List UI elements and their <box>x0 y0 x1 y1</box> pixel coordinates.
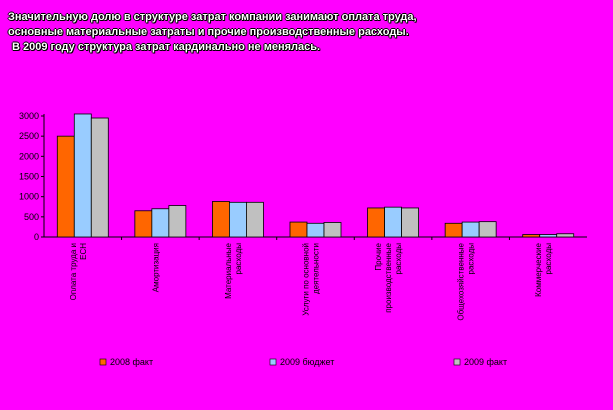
heading-line-2: основные материальные затраты и прочие п… <box>8 26 409 38</box>
x-category-line: Амортизация <box>151 243 160 292</box>
bar <box>539 234 558 238</box>
x-category-line: расходы <box>467 243 476 275</box>
bar <box>168 205 187 238</box>
x-axis-categories: Оплата труда иЕСН Амортизация Материальные… <box>69 242 553 320</box>
x-category-line: расходы <box>234 243 243 275</box>
y-tick-label: 1000 <box>19 192 39 202</box>
x-category-label: Оплата труда иЕСН <box>69 243 88 301</box>
bar <box>246 201 264 238</box>
x-category-line: Услуги по основной <box>302 243 311 316</box>
legend-label: 2009 бюджет <box>280 357 334 367</box>
x-category-line: расходы <box>394 243 403 275</box>
legend: 2008 факт 2009 бюджет 2009 факт <box>99 357 507 367</box>
x-category-line: ЕСН <box>79 243 88 260</box>
x-category-line: деятельности <box>312 243 321 294</box>
bar <box>461 221 480 238</box>
bar <box>289 221 308 238</box>
x-category-line: расходы <box>544 243 553 275</box>
bar <box>367 207 385 238</box>
x-category-line: Оплата труда и <box>69 243 78 300</box>
bar <box>90 117 109 238</box>
bar <box>556 233 575 238</box>
x-category-line: Общехозяйственные <box>457 242 466 320</box>
y-tick-label: 0 <box>34 232 39 242</box>
legend-swatch <box>269 358 277 366</box>
bar <box>212 201 230 238</box>
y-tick-label: 2500 <box>19 131 39 141</box>
y-tick-label: 500 <box>24 212 39 222</box>
y-tick-label: 1500 <box>19 172 39 182</box>
legend-label: 2009 факт <box>464 357 507 367</box>
bar <box>229 201 247 238</box>
x-category-label: Амортизация <box>151 243 160 292</box>
bar <box>134 210 153 238</box>
bar <box>522 234 541 238</box>
x-category-line: производственные <box>384 242 393 312</box>
x-category-label: Прочиепроизводственныерасходы <box>374 242 403 312</box>
bar <box>323 222 342 238</box>
bar <box>401 207 419 238</box>
x-category-label: Коммерческиерасходы <box>534 242 553 296</box>
x-category-line: Коммерческие <box>534 242 543 296</box>
y-tick-label: 3000 <box>19 111 39 121</box>
bar <box>73 113 92 238</box>
x-category-label: Общехозяйственныерасходы <box>457 242 476 320</box>
bar <box>151 208 170 238</box>
bar <box>306 222 325 238</box>
bars <box>56 113 575 240</box>
x-category-line: Материальные <box>224 242 233 298</box>
chart-heading: Значительную долю в структуре затрат ком… <box>8 10 568 55</box>
x-category-line: Прочие <box>374 242 383 270</box>
bar <box>56 135 75 238</box>
heading-line-1: Значительную долю в структуре затрат ком… <box>8 11 417 23</box>
legend-swatch <box>99 358 107 366</box>
bar <box>384 206 402 238</box>
y-tick-label: 2000 <box>19 151 39 161</box>
x-category-label: Материальныерасходы <box>224 242 243 298</box>
heading-line-3: В 2009 году структура затрат кардинально… <box>12 41 321 53</box>
bar <box>478 221 497 238</box>
legend-swatch <box>453 358 461 366</box>
x-category-label: Услуги по основнойдеятельности <box>302 243 321 316</box>
legend-label: 2008 факт <box>110 357 153 367</box>
bar <box>444 222 463 238</box>
